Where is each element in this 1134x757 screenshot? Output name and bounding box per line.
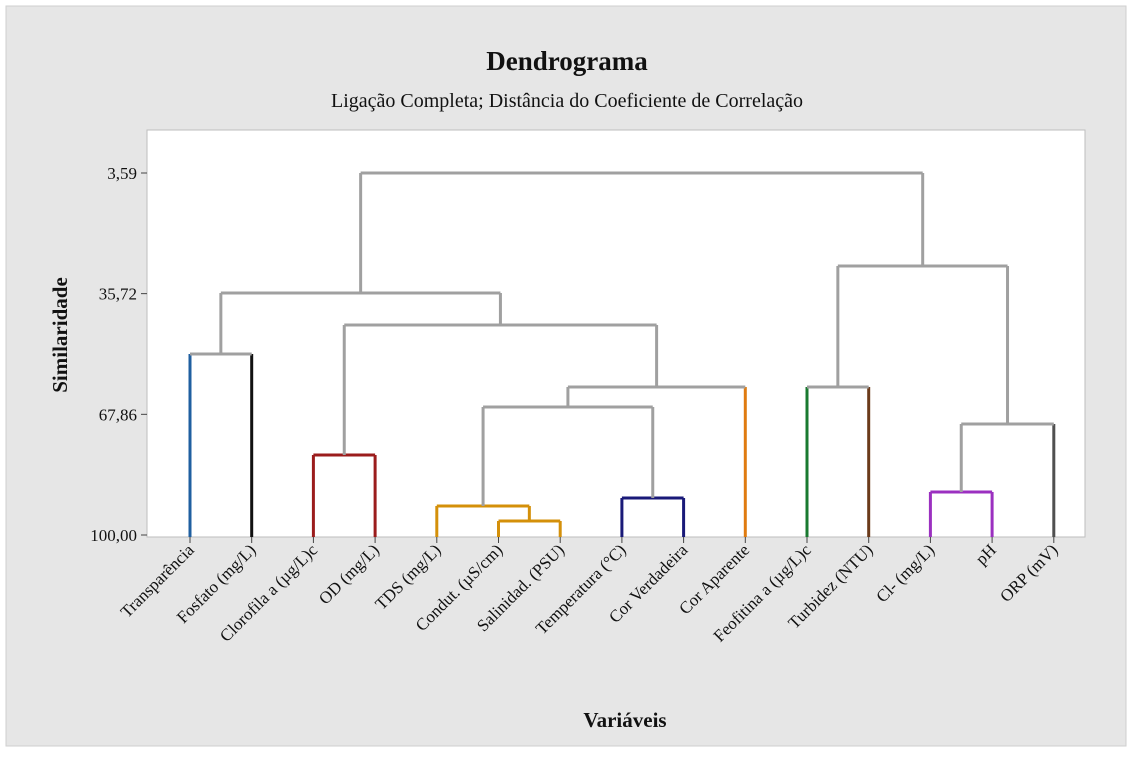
chart-subtitle: Ligação Completa; Distância do Coeficien… xyxy=(331,90,803,112)
plot-area xyxy=(146,129,1086,538)
y-tick-label: 3,59 xyxy=(107,164,137,183)
y-axis-label: Similaridade xyxy=(48,277,72,393)
x-axis-label: Variáveis xyxy=(583,708,666,732)
y-tick-label: 35,72 xyxy=(99,285,137,304)
y-tick-label: 100,00 xyxy=(90,526,137,545)
y-tick-label: 67,86 xyxy=(99,405,137,424)
chart-title: Dendrograma xyxy=(486,46,648,76)
